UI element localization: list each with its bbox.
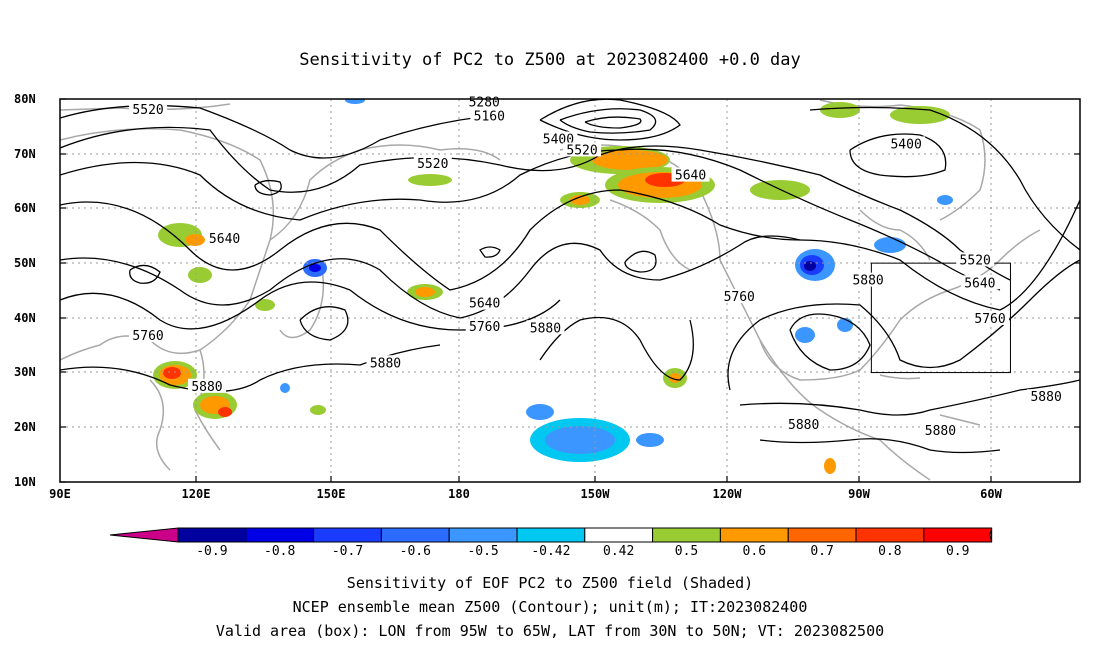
contour-label-bg	[849, 272, 888, 287]
contour-label: 5880	[1030, 390, 1061, 405]
contour-label-bg	[129, 101, 168, 116]
contour-label: 5880	[788, 418, 819, 433]
map-title: Sensitivity of PC2 to Z500 at 2023082400…	[299, 50, 801, 70]
contour-label-bg	[205, 231, 244, 246]
colorbar-swatch	[245, 527, 315, 543]
lon-label-90e: 90E	[49, 487, 71, 501]
colorbar-label: -0.5	[467, 544, 499, 559]
colorbar-label: 0.42	[603, 544, 635, 559]
lat-label-30n: 30N	[14, 365, 36, 379]
colorbar-label: -0.9	[196, 544, 228, 559]
contour-label: 5760	[724, 290, 755, 305]
colorbar-swatch	[380, 527, 450, 543]
lon-label-120e: 120E	[181, 487, 211, 501]
contour-label-bg	[465, 94, 504, 109]
contour-label: 5880	[852, 274, 883, 289]
colorbar-label: 0.9	[945, 544, 970, 559]
colorbar-swatch	[516, 527, 586, 543]
contour-label-bg	[921, 423, 960, 438]
contour-label-bg	[956, 252, 995, 267]
lat-label-10n: 10N	[14, 475, 36, 489]
contour-label-bg	[671, 167, 710, 182]
contour-label-bg	[784, 417, 823, 432]
contour-label-bg	[960, 275, 999, 290]
contour-label-bg	[1027, 389, 1066, 404]
contour-label-bg	[563, 142, 602, 157]
contour-label: 5760	[469, 320, 500, 335]
plot-frame	[59, 98, 1081, 483]
contour-label-bg	[366, 355, 405, 370]
lon-label-180: 180	[448, 487, 470, 501]
colorbar-label: 0.8	[878, 544, 902, 559]
contour-label-bg	[971, 310, 1010, 325]
colorbar-swatch	[448, 527, 518, 543]
contour-label: 5640	[675, 169, 706, 184]
contour-label-bg	[413, 156, 452, 171]
lon-label-120w: 120W	[712, 487, 742, 501]
colorbar-label: -0.6	[399, 544, 431, 559]
colorbar-swatch	[923, 527, 993, 543]
contour-label: 5160	[474, 110, 505, 125]
lon-label-90w: 90W	[848, 487, 870, 501]
colorbar-left-arrow	[109, 527, 179, 543]
lat-label-70n: 70N	[14, 147, 36, 161]
caption-line-3: Valid area (box): LON from 95W to 65W, L…	[215, 622, 885, 640]
contour-label-bg	[526, 320, 565, 335]
contour-label-bg	[187, 378, 226, 393]
contour-label-bg	[465, 295, 504, 310]
z500-contours	[60, 99, 1080, 454]
lat-label-80n: 80N	[14, 92, 36, 106]
contour-label: 5520	[132, 103, 163, 118]
contour-label: 5520	[566, 143, 597, 158]
colorbar-swatch	[584, 527, 654, 543]
colorbar-swatch	[719, 527, 789, 543]
caption-line-2: NCEP ensemble mean Z500 (Contour); unit(…	[292, 598, 808, 616]
lon-label-60w: 60W	[980, 487, 1002, 501]
contour-label: 5880	[370, 356, 401, 371]
colorbar-label: -0.7	[331, 544, 364, 559]
colorbar-label: -0.8	[264, 544, 296, 559]
contour-label: 5400	[890, 137, 921, 152]
contour-label-bg	[720, 289, 759, 304]
lat-label-60n: 60N	[14, 201, 36, 215]
contour-label-bg	[470, 108, 509, 123]
contour-label-bg	[129, 327, 168, 342]
contour-label: 5520	[960, 253, 991, 268]
colorbar-label: 0.6	[742, 544, 767, 559]
tick-marks	[60, 98, 1080, 483]
colorbar-swatch	[177, 527, 247, 543]
contour-label: 5640	[209, 232, 240, 247]
contour-label-bg	[465, 319, 504, 334]
contour-label-bg	[539, 131, 578, 146]
contour-label-bg	[887, 136, 926, 151]
lon-label-150w: 150W	[580, 487, 610, 501]
colorbar-label: 0.5	[674, 544, 699, 559]
contour-label: 5880	[530, 321, 561, 336]
colorbar-swatch	[652, 527, 721, 543]
lat-label-50n: 50N	[14, 256, 36, 270]
contour-label: 5640	[964, 276, 995, 291]
lon-label-150e: 150E	[316, 487, 346, 501]
valid-area-box	[870, 262, 1011, 374]
contour-label: 5880	[925, 424, 956, 439]
colorbar-label: -0.42	[531, 544, 571, 559]
contour-labels: 5520528051605400552055205640540056405640…	[129, 94, 1066, 439]
colorbar-right-arrow	[989, 527, 993, 543]
contour-label: 5640	[469, 297, 500, 312]
contour-label: 5880	[191, 380, 222, 395]
colorbar-swatch	[855, 527, 925, 543]
colorbar-label: 0.7	[810, 544, 834, 559]
lat-label-20n: 20N	[14, 420, 36, 434]
colorbar-swatch	[313, 527, 382, 543]
contour-label: 5760	[974, 312, 1005, 327]
caption-line-1: Sensitivity of EOF PC2 to Z500 field (Sh…	[346, 574, 754, 592]
lat-label-40n: 40N	[14, 311, 36, 325]
contour-label: 5520	[417, 157, 448, 172]
contour-label: 5760	[132, 329, 163, 344]
colorbar-swatch	[787, 527, 857, 543]
